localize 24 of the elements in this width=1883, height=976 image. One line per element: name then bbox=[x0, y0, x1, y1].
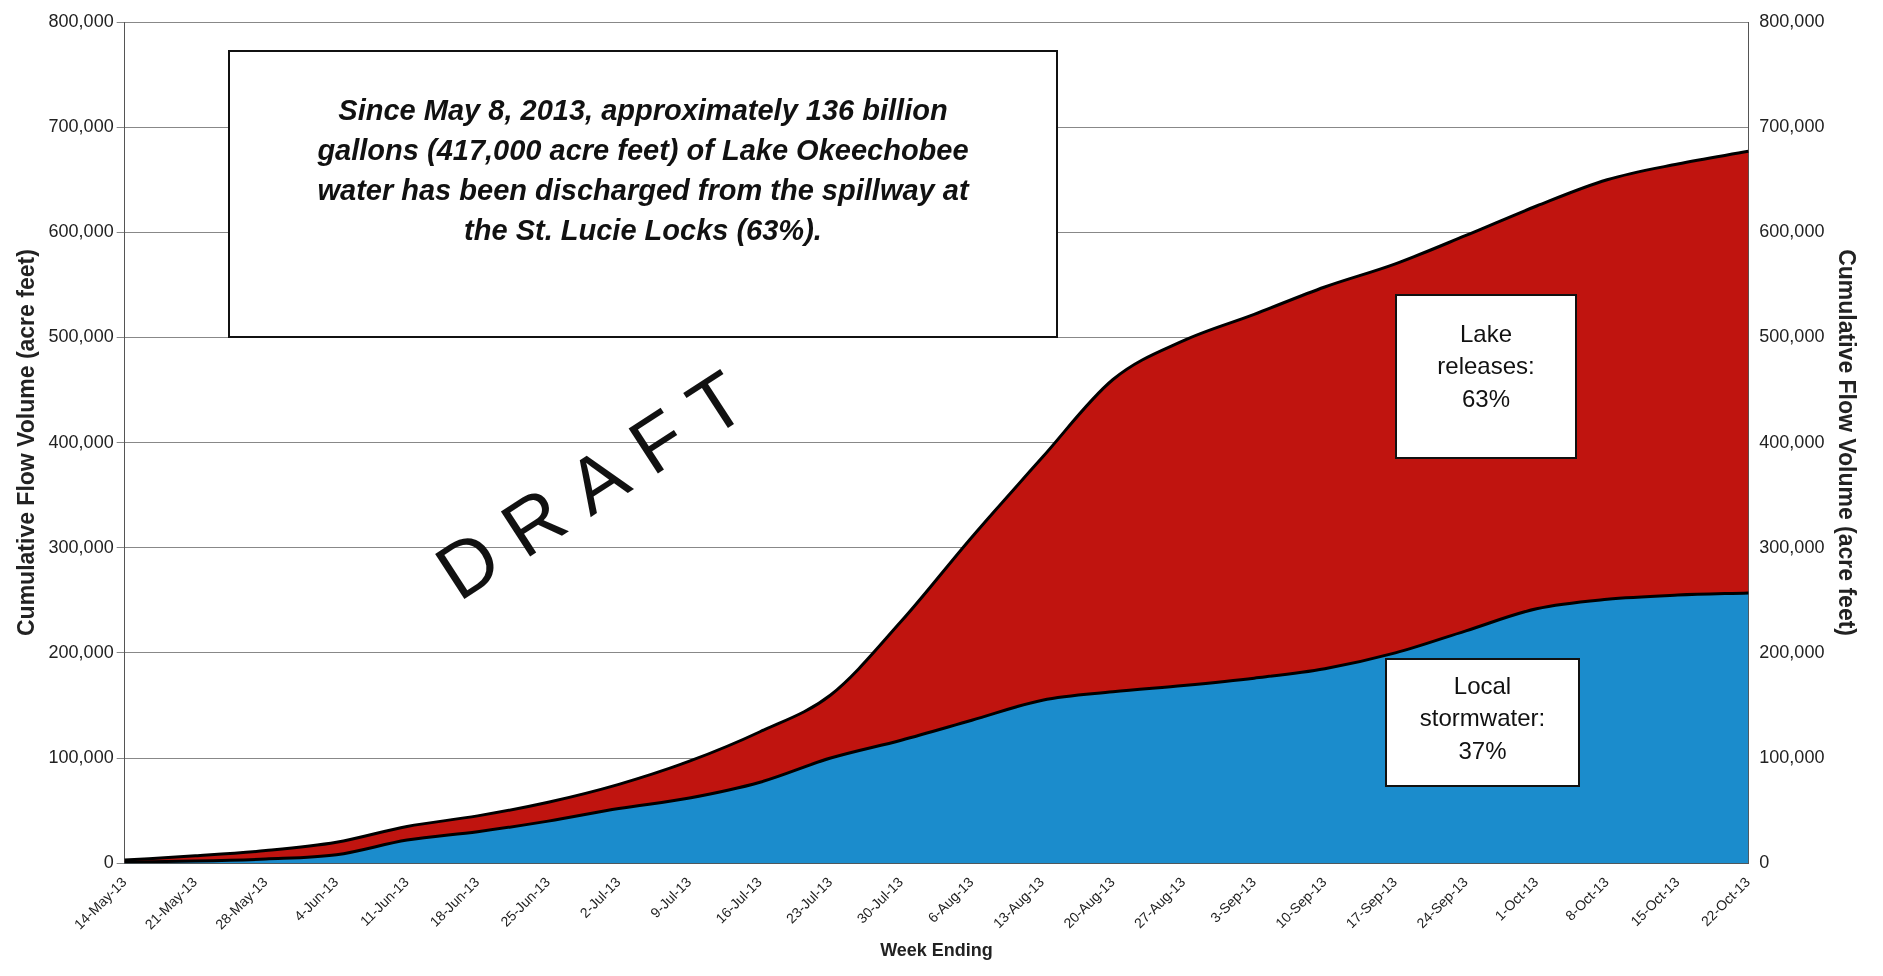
y2-tick-label: 100,000 bbox=[1759, 747, 1825, 768]
y2-tick-label: 300,000 bbox=[1759, 536, 1825, 557]
y2-tick-label: 0 bbox=[1759, 852, 1770, 873]
y-tick-label: 700,000 bbox=[48, 116, 114, 137]
y2-tick-label: 200,000 bbox=[1759, 641, 1825, 662]
y-tick-label: 200,000 bbox=[48, 641, 114, 662]
y-tick-label: 300,000 bbox=[48, 536, 114, 557]
y-tick-label: 500,000 bbox=[48, 326, 114, 347]
y-tick-label: 400,000 bbox=[48, 431, 114, 452]
y-tick-label: 600,000 bbox=[48, 221, 114, 242]
x-axis-title: Week Ending bbox=[880, 940, 993, 961]
y2-tick-label: 600,000 bbox=[1759, 221, 1825, 242]
y-axis-title: Cumulative Flow Volume (acre feet) bbox=[13, 249, 40, 637]
text-box: Lake releases: 63% bbox=[1395, 294, 1577, 459]
y2-tick-label: 800,000 bbox=[1759, 10, 1825, 31]
y2-axis-title: Cumulative Flow Volume (acre feet) bbox=[1833, 249, 1860, 637]
text-box: Local stormwater: 37% bbox=[1385, 658, 1580, 787]
y-tick-label: 100,000 bbox=[48, 747, 114, 768]
y-tick-label: 0 bbox=[103, 852, 114, 873]
y2-tick-label: 400,000 bbox=[1759, 431, 1825, 452]
y2-tick-label: 500,000 bbox=[1759, 326, 1825, 347]
y2-tick-label: 700,000 bbox=[1759, 116, 1825, 137]
y-tick-label: 800,000 bbox=[48, 10, 114, 31]
text-box: Since May 8, 2013, approximately 136 billion gallons (417,000 acre feet) of Lake Okeechobee water has been discharged from the spillway at the St. Lucie Locks (63%). bbox=[228, 50, 1058, 338]
